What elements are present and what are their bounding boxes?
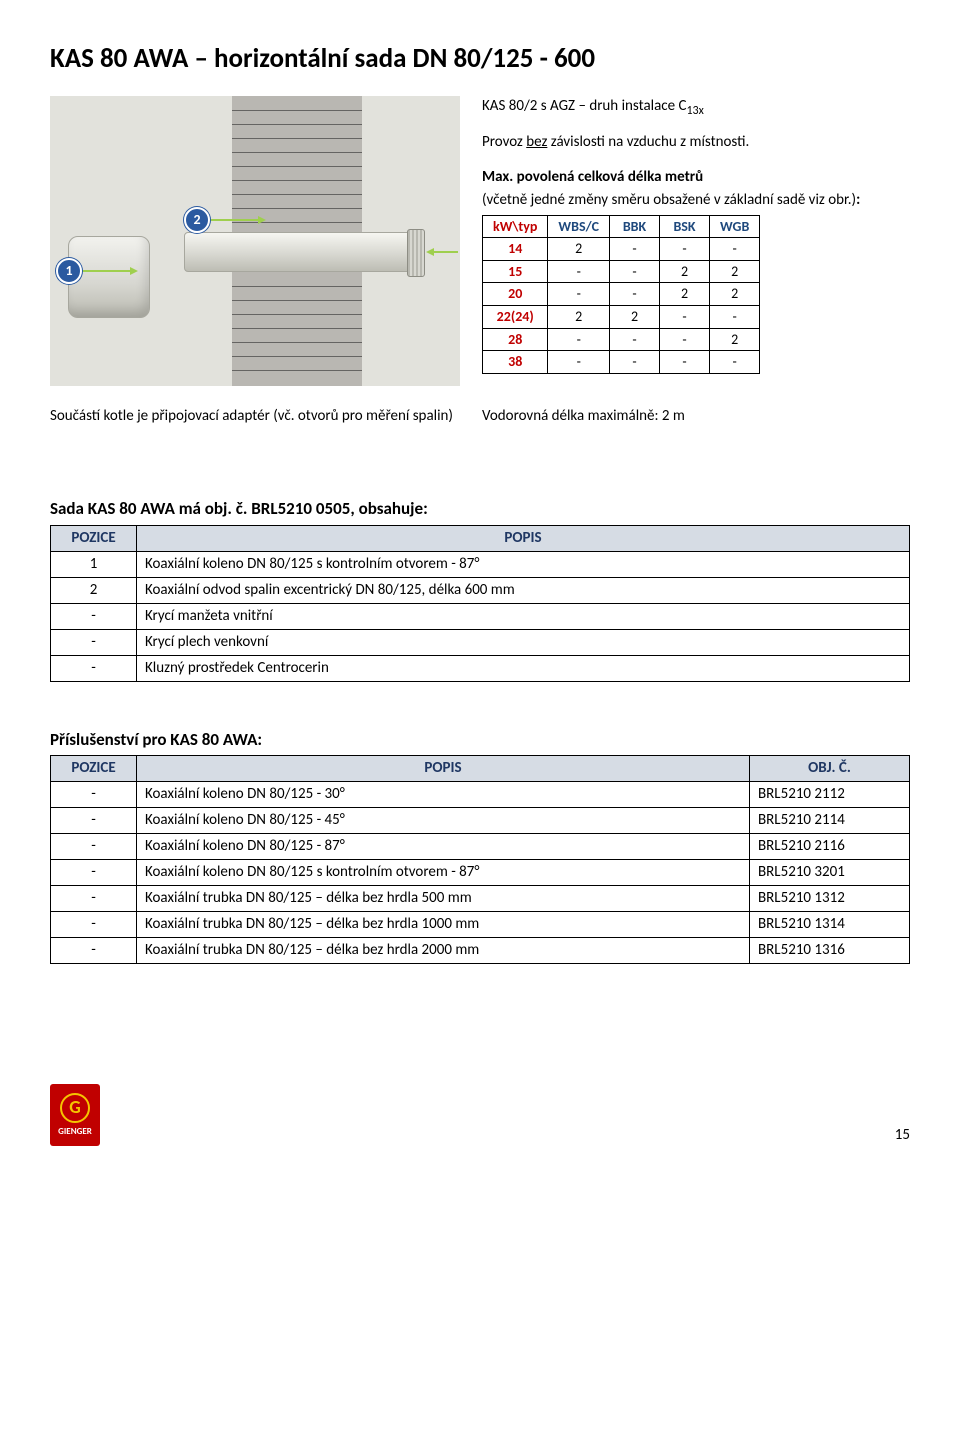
diagram-container: 1 2 [50, 96, 460, 386]
op-post: závislosti na vzduchu z místnosti. [547, 133, 749, 151]
pwr-h3: BSK [660, 215, 710, 238]
table-row: -Krycí manžeta vnitřní [51, 603, 910, 629]
power-table: kW\typ WBS/C BBK BSK WGB 142--- 15--22 2… [482, 215, 760, 374]
pwr-h0: kW\typ [483, 215, 548, 238]
top-row: 1 2 KAS 80/2 s AGZ – druh instalace C13x… [50, 96, 910, 386]
parts-heading: Sada KAS 80 AWA má obj. č. BRL5210 0505,… [50, 497, 910, 521]
table-row: -Krycí plech venkovní [51, 629, 910, 655]
parts-head-pre: Sada KAS 80 AWA má obj. č. [50, 498, 251, 519]
table-row: -Koaxiální koleno DN 80/125 - 45°BRL5210… [51, 808, 910, 834]
table-row: -Koaxiální trubka DN 80/125 – délka bez … [51, 938, 910, 964]
leader-right [428, 251, 458, 253]
max-length-sub: (včetně jedné změny směru obsažené v zák… [482, 191, 856, 209]
power-row: 28---2 [483, 328, 760, 351]
access-col-pos: POZICE [51, 756, 137, 782]
power-row: 38---- [483, 351, 760, 374]
parts-table: POZICE POPIS 1Koaxiální koleno DN 80/125… [50, 525, 910, 682]
pwr-h2: BBK [610, 215, 660, 238]
max-length-block: Max. povolená celková délka metrů (včetn… [482, 167, 910, 211]
access-col-obj: OBJ. Č. [750, 756, 910, 782]
horizontal-note: Vodorovná délka maximálně: 2 m [482, 406, 910, 427]
table-row: -Koaxiální koleno DN 80/125 - 30°BRL5210… [51, 782, 910, 808]
page-title: KAS 80 AWA – horizontální sada DN 80/125… [50, 40, 910, 78]
table-row: 2Koaxiální odvod spalin excentrický DN 8… [51, 577, 910, 603]
logo-icon: G [60, 1093, 90, 1123]
logo-text: GIENGER [58, 1126, 92, 1139]
power-row: 20--22 [483, 283, 760, 306]
max-length-colon: : [856, 191, 860, 209]
power-table-header: kW\typ WBS/C BBK BSK WGB [483, 215, 760, 238]
op-pre: Provoz [482, 133, 526, 151]
max-length-head: Max. povolená celková délka metrů [482, 167, 910, 188]
table-row: -Koaxiální koleno DN 80/125 s kontrolním… [51, 860, 910, 886]
adapter-note: Součástí kotle je připojovací adaptér (v… [50, 406, 460, 427]
table-row: -Koaxiální koleno DN 80/125 - 87°BRL5210… [51, 834, 910, 860]
right-column: KAS 80/2 s AGZ – druh instalace C13x Pro… [482, 96, 910, 386]
diagram-badge-1: 1 [56, 258, 82, 284]
power-row: 142--- [483, 238, 760, 261]
pipe [184, 232, 416, 272]
access-header-row: POZICE POPIS OBJ. Č. [51, 756, 910, 782]
install-type-idx: 13x [686, 104, 703, 118]
installation-diagram: 1 2 [50, 96, 460, 386]
table-row: -Koaxiální trubka DN 80/125 – délka bez … [51, 912, 910, 938]
accessories-heading: Příslušenství pro KAS 80 AWA: [50, 728, 910, 752]
op-underline: bez [526, 133, 547, 151]
access-col-desc: POPIS [137, 756, 750, 782]
gienger-logo: G GIENGER [50, 1084, 100, 1146]
parts-head-code: BRL5210 0505, obsahuje: [251, 498, 427, 519]
parts-col-desc: POPIS [137, 525, 910, 551]
table-row: -Koaxiální trubka DN 80/125 – délka bez … [51, 886, 910, 912]
install-type: KAS 80/2 s AGZ – druh instalace C13x [482, 96, 910, 120]
pwr-h1: WBS/C [548, 215, 610, 238]
power-row: 15--22 [483, 260, 760, 283]
parts-header-row: POZICE POPIS [51, 525, 910, 551]
table-row: -Kluzný prostředek Centrocerin [51, 655, 910, 681]
pwr-h4: WGB [710, 215, 760, 238]
page-number: 15 [895, 1125, 910, 1146]
install-type-text: KAS 80/2 s AGZ – druh instalace C [482, 97, 686, 115]
accessories-table: POZICE POPIS OBJ. Č. -Koaxiální koleno D… [50, 755, 910, 964]
operation-condition: Provoz bez závislosti na vzduchu z místn… [482, 132, 910, 153]
leader-2 [208, 219, 264, 221]
diagram-badge-2: 2 [184, 207, 210, 233]
table-row: 1Koaxiální koleno DN 80/125 s kontrolním… [51, 551, 910, 577]
parts-col-pos: POZICE [51, 525, 137, 551]
power-row: 22(24)22-- [483, 305, 760, 328]
after-notes: Součástí kotle je připojovací adaptér (v… [50, 406, 910, 427]
leader-1 [80, 270, 136, 272]
pipe-terminal [407, 229, 425, 277]
footer: G GIENGER 15 [50, 1084, 910, 1146]
